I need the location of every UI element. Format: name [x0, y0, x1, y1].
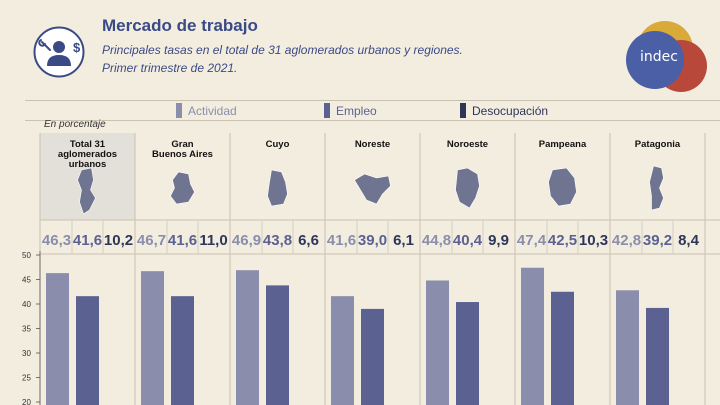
y-tick-label: 50	[22, 251, 31, 260]
bar-actividad	[426, 280, 449, 405]
value-label: 10,2	[104, 232, 133, 249]
divider	[25, 120, 720, 121]
region-name: Cuyo	[266, 139, 290, 150]
region-name: Pampeana	[539, 139, 587, 150]
bar-empleo	[171, 296, 194, 405]
value-label: 46,9	[232, 232, 261, 249]
subtitle-period: Primer trimestre de 2021.	[102, 61, 238, 75]
value-label: 6,1	[393, 232, 414, 249]
value-label: 41,6	[168, 232, 197, 249]
y-tick-label: 30	[22, 349, 31, 358]
value-label: 39,0	[358, 232, 387, 249]
bar-actividad	[521, 267, 544, 405]
region-map-icon	[455, 167, 480, 209]
worker-money-icon: $	[33, 26, 85, 78]
page-title: Mercado de trabajo	[102, 16, 258, 35]
indec-logo	[626, 21, 707, 92]
bar-actividad	[331, 296, 354, 405]
bar-actividad	[141, 271, 164, 405]
region-name: Gran Buenos Aires	[152, 139, 213, 160]
legend-swatch-desocupacion	[460, 103, 466, 118]
y-tick-label: 25	[22, 374, 31, 383]
svg-text:$: $	[73, 40, 81, 55]
y-tick-label: 40	[22, 300, 31, 309]
value-label: 6,6	[298, 232, 319, 249]
subtitle: Principales tasas en el total de 31 aglo…	[102, 43, 463, 57]
y-tick-label: 35	[22, 325, 31, 334]
region-name: Noreste	[355, 139, 390, 150]
legend-label-empleo: Empleo	[336, 104, 377, 118]
region-map-icon	[354, 173, 391, 205]
bar-empleo	[646, 307, 669, 405]
legend-swatch-actividad	[176, 103, 182, 118]
value-label: 39,2	[643, 232, 672, 249]
divider	[25, 100, 720, 101]
bar-actividad	[46, 273, 69, 405]
region-name: Patagonia	[635, 139, 681, 150]
region-map-icon	[649, 165, 664, 211]
value-label: 44,8	[422, 232, 451, 249]
legend-label-desocupacion: Desocupación	[472, 104, 549, 118]
value-label: 46,3	[42, 232, 71, 249]
bar-empleo	[551, 291, 574, 405]
value-label: 42,5	[548, 232, 577, 249]
region-map-icon	[77, 167, 96, 215]
bar-empleo	[76, 296, 99, 405]
value-label: 42,8	[612, 232, 641, 249]
region-map-icon	[548, 167, 577, 207]
value-label: 8,4	[678, 232, 700, 249]
header: $ Mercado de trabajo Principales tasas e…	[0, 0, 720, 92]
value-label: 46,7	[137, 232, 166, 249]
value-label: 43,8	[263, 232, 292, 249]
value-label: 9,9	[488, 232, 509, 249]
value-label: 41,6	[73, 232, 102, 249]
value-label: 10,3	[579, 232, 608, 249]
value-label: 41,6	[327, 232, 356, 249]
bar-empleo	[456, 302, 479, 405]
legend-swatch-empleo	[324, 103, 330, 118]
value-label: 47,4	[517, 232, 547, 249]
unit-label: En porcentaje	[44, 119, 106, 130]
region-map-icon	[267, 169, 288, 207]
y-tick-label: 20	[22, 398, 31, 405]
region-name: Noroeste	[447, 139, 488, 150]
region-map-icon	[170, 171, 195, 205]
legend-label-actividad: Actividad	[188, 104, 237, 118]
value-label: 11,0	[199, 232, 227, 249]
bar-actividad	[616, 290, 639, 405]
bar-empleo	[361, 308, 384, 405]
logo-text: indec	[640, 49, 678, 65]
bar-actividad	[236, 270, 259, 405]
y-tick-label: 45	[22, 276, 31, 285]
value-label: 40,4	[453, 232, 483, 249]
region-name: Total 31 aglomerados urbanos	[58, 139, 117, 170]
bar-empleo	[266, 285, 289, 405]
